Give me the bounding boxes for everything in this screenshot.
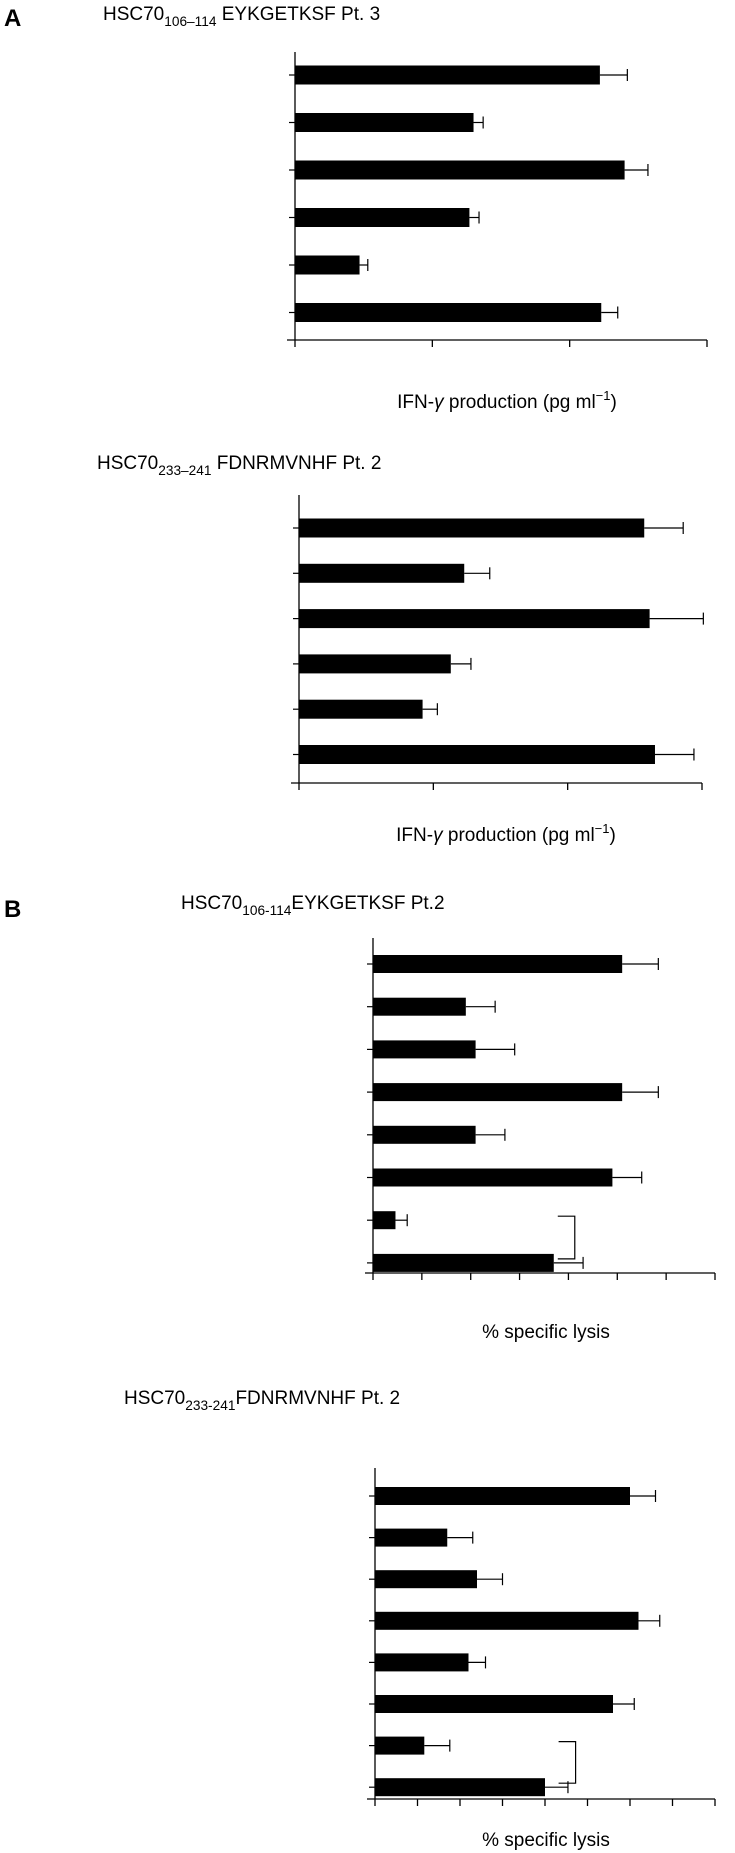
bar (373, 1040, 476, 1059)
title-subscript: 106-114 (242, 903, 292, 918)
title-subscript: 233-241 (185, 1398, 235, 1413)
chart-title: HSC70233-241FDNRMVNHF Pt. 2 (124, 1388, 400, 1413)
bar (373, 1125, 476, 1144)
bar (295, 303, 602, 322)
title-prefix: HSC70 (181, 893, 242, 914)
bar (295, 160, 625, 180)
panel-letter-a: A (4, 5, 21, 32)
title-prefix: HSC70 (124, 1388, 185, 1409)
bar (375, 1653, 469, 1672)
title-prefix: HSC70 (97, 453, 158, 474)
title-subscript: 233–241 (158, 463, 211, 478)
x-axis-label-superscript: −1 (595, 821, 610, 836)
x-axis-label-greek: γ (433, 825, 444, 846)
x-axis-label-close: ) (611, 392, 617, 413)
x-axis-label-text: % specific lysis (482, 1830, 610, 1851)
x-axis-label: % specific lysis (482, 1830, 610, 1851)
title-suffix: FDNRMVNHF Pt. 2 (211, 453, 381, 474)
x-axis-label-close: ) (610, 825, 616, 846)
chart-lysis-hsc70-233-241: HSC70233-241FDNRMVNHF Pt. 2 % specific ly… (124, 1388, 716, 1851)
bar (299, 745, 655, 764)
bar (375, 1611, 639, 1630)
bar (295, 255, 360, 275)
bar (373, 1083, 623, 1102)
x-axis-label-text: % specific lysis (482, 1322, 610, 1343)
chart-ifn-hsc70-233-241: HSC70233–241 FDNRMVNHF Pt. 2 IFN-γ produc… (97, 453, 704, 846)
bar (373, 955, 623, 973)
bar (373, 1168, 613, 1187)
significance-bracket (558, 1741, 577, 1784)
chart-lysis-hsc70-106-114: HSC70106-114EYKGETKSF Pt.2 % specific lys… (181, 893, 716, 1343)
bar (373, 1253, 554, 1272)
bar (299, 654, 451, 674)
chart-title: HSC70106–114 EYKGETKSF Pt. 3 (103, 4, 380, 29)
bar (375, 1778, 545, 1797)
bar (299, 563, 465, 583)
chart-ifn-hsc70-106-114: HSC70106–114 EYKGETKSF Pt. 3 IFN-γ produc… (103, 4, 708, 413)
bar (373, 1211, 396, 1230)
title-subscript: 106–114 (164, 14, 217, 29)
x-axis-label: % specific lysis (482, 1322, 610, 1343)
chart-title: HSC70106-114EYKGETKSF Pt.2 (181, 893, 445, 918)
bar (375, 1528, 448, 1547)
x-axis-label-text: IFN- (397, 392, 434, 413)
title-suffix: EYKGETKSF Pt. 3 (216, 4, 380, 25)
bar (295, 65, 600, 85)
title-suffix: FDNRMVNHF Pt. 2 (235, 1388, 400, 1409)
x-axis-label-unit: production (pg ml (444, 392, 596, 413)
bar (299, 699, 423, 719)
chart-title: HSC70233–241 FDNRMVNHF Pt. 2 (97, 453, 381, 478)
x-axis-label: IFN-γ production (pg ml−1) (397, 388, 617, 413)
bar (375, 1487, 630, 1505)
bar (299, 609, 650, 629)
bar (375, 1570, 477, 1589)
bar (295, 113, 474, 132)
bar (295, 208, 470, 227)
bar (299, 518, 645, 538)
significance-bracket (557, 1215, 576, 1260)
x-axis-label-text: IFN- (396, 825, 433, 846)
bar (375, 1695, 613, 1713)
bar (373, 997, 466, 1016)
title-suffix: EYKGETKSF Pt.2 (291, 893, 444, 914)
title-prefix: HSC70 (103, 4, 164, 25)
x-axis-label-greek: γ (434, 392, 445, 413)
panel-letter-b: B (4, 896, 21, 923)
x-axis-label-superscript: −1 (596, 388, 611, 403)
x-axis-label: IFN-γ production (pg ml−1) (396, 821, 616, 846)
bar (375, 1736, 425, 1755)
x-axis-label-unit: production (pg ml (443, 825, 595, 846)
